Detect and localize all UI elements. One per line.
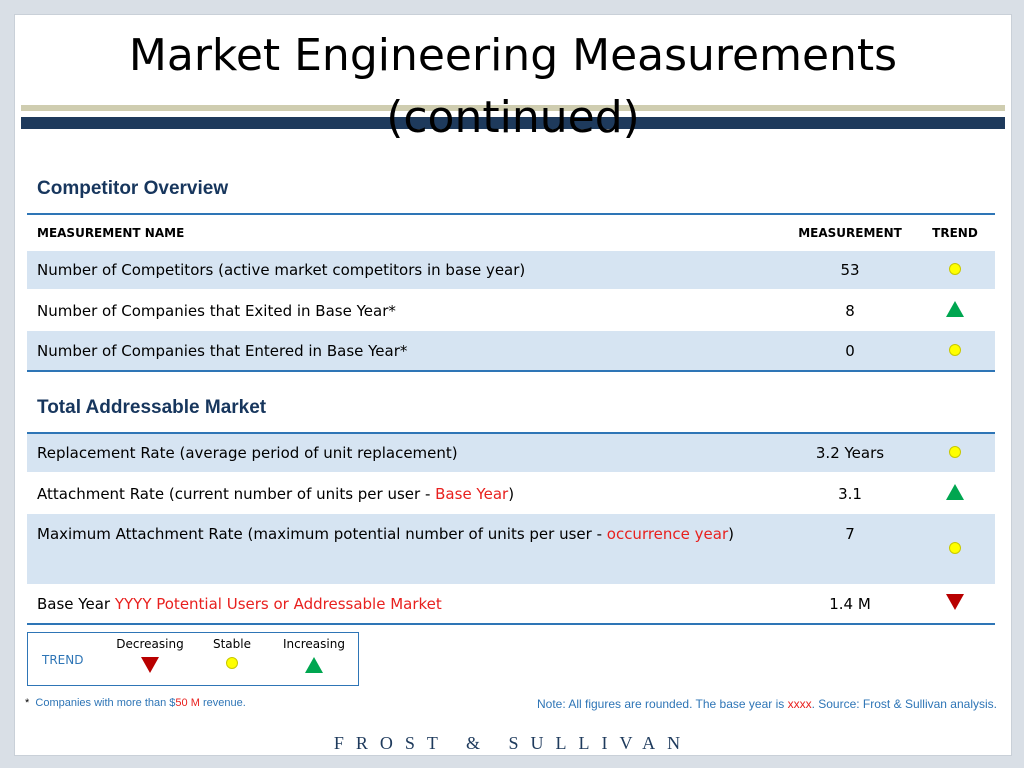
- stable-dot-icon: [949, 263, 961, 275]
- highlight-text: xxxx: [787, 697, 812, 711]
- legend-increasing: Increasing: [274, 637, 354, 676]
- table-row: Number of Competitors (active market com…: [27, 251, 995, 291]
- highlight-text: YYYY Potential Users or Addressable Mark…: [114, 594, 442, 613]
- row-name: Attachment Rate (current number of units…: [37, 485, 515, 503]
- footnote: * Companies with more than $50 M revenue…: [25, 697, 246, 709]
- decorative-band-tan: [21, 105, 1005, 111]
- row-measurement: 8: [845, 302, 855, 320]
- row-measurement: 53: [785, 251, 915, 291]
- stable-dot-icon: [226, 657, 238, 669]
- row-name: Maximum Attachment Rate (maximum potenti…: [27, 514, 785, 584]
- legend-label: TREND: [42, 653, 84, 667]
- decreasing-triangle-icon: [141, 657, 159, 673]
- row-measurement: 0: [785, 331, 915, 371]
- header-measurement-name: MEASUREMENT NAME: [37, 226, 185, 240]
- source-note: Note: All figures are rounded. The base …: [536, 697, 997, 711]
- title-line-1: Market Engineering Measurements: [128, 30, 898, 81]
- highlight-text: 50 M: [175, 697, 200, 709]
- title-line-2: (continued): [386, 92, 640, 143]
- decreasing-triangle-icon: [946, 593, 964, 610]
- row-name: Replacement Rate (average period of unit…: [27, 433, 785, 474]
- table-row: Replacement Rate (average period of unit…: [27, 433, 995, 474]
- increasing-triangle-icon: [946, 301, 964, 317]
- highlight-text: occurrence year: [606, 525, 729, 543]
- competitor-table: MEASUREMENT NAME MEASUREMENT TREND Numbe…: [27, 213, 995, 372]
- row-name: Number of Competitors (active market com…: [27, 251, 785, 291]
- tam-table: Replacement Rate (average period of unit…: [27, 432, 995, 625]
- table-row: Number of Companies that Exited in Base …: [27, 290, 995, 331]
- competitor-overview-title: Competitor Overview: [37, 178, 229, 199]
- slide: Market Engineering Measurements (continu…: [14, 14, 1012, 756]
- stable-dot-icon: [949, 542, 961, 554]
- table-row: Maximum Attachment Rate (maximum potenti…: [27, 514, 995, 584]
- decorative-band-navy: [21, 117, 1005, 129]
- row-name: Number of Companies that Entered in Base…: [27, 331, 785, 371]
- legend-stable: Stable: [192, 637, 272, 672]
- trend-legend: TREND Decreasing Stable Increasing: [27, 632, 359, 686]
- increasing-triangle-icon: [305, 657, 323, 673]
- stable-dot-icon: [949, 343, 961, 356]
- table-row: Base Year YYYY Potential Users or Addres…: [27, 584, 995, 624]
- increasing-triangle-icon: [946, 484, 964, 500]
- table-row: Number of Companies that Entered in Base…: [27, 331, 995, 371]
- row-name: Number of Companies that Exited in Base …: [37, 302, 396, 320]
- row-measurement: 7: [785, 514, 915, 584]
- row-name: Base Year YYYY Potential Users or Addres…: [37, 594, 442, 613]
- page-title: Market Engineering Measurements (continu…: [15, 25, 1011, 149]
- table-row: Attachment Rate (current number of units…: [27, 473, 995, 514]
- table-header-row: MEASUREMENT NAME MEASUREMENT TREND: [27, 214, 995, 251]
- legend-decreasing: Decreasing: [110, 637, 190, 676]
- row-measurement: 3.2 Years: [785, 433, 915, 474]
- header-trend: TREND: [932, 226, 978, 240]
- total-addressable-market-title: Total Addressable Market: [37, 397, 267, 418]
- header-measurement: MEASUREMENT: [798, 226, 902, 240]
- stable-dot-icon: [949, 446, 961, 458]
- row-measurement: 1.4 M: [829, 594, 871, 613]
- frost-sullivan-logo: FROST & SULLIVAN: [333, 733, 693, 753]
- highlight-text: Base Year: [435, 485, 509, 503]
- row-measurement: 3.1: [838, 485, 862, 503]
